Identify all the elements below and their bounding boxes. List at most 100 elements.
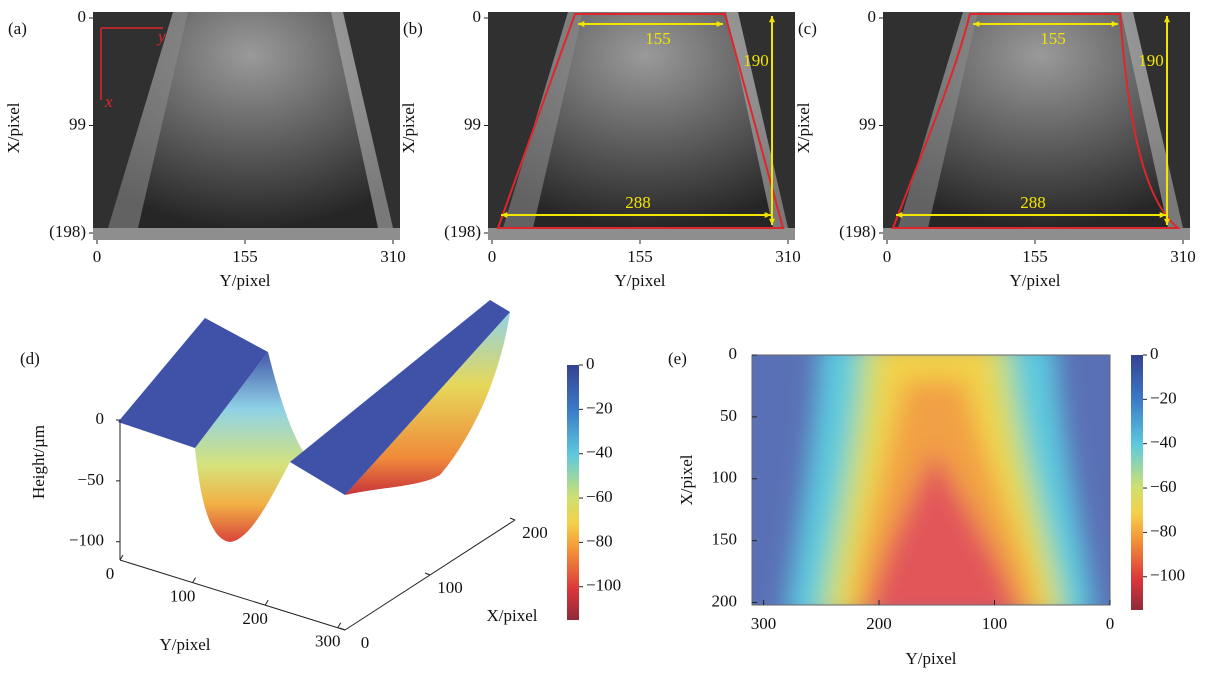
panel-label: (c) (798, 19, 817, 38)
heatmap (786, 355, 1094, 605)
y-tick-label: 50 (720, 406, 737, 425)
colorbar (1131, 355, 1143, 610)
y-tick-label: 0 (868, 7, 877, 26)
z-tick-label: 0 (96, 409, 105, 428)
x-tick-label: 200 (866, 614, 892, 633)
x-axis (119, 559, 346, 631)
x-tick-label: 300 (751, 614, 777, 633)
annotation: 288 (1020, 193, 1046, 212)
groove (503, 12, 788, 228)
y-tick-label: 100 (437, 578, 463, 597)
outline (496, 13, 785, 229)
colorbar-label: 0 (1150, 344, 1159, 363)
outline (891, 13, 1181, 229)
x-tick-label: 155 (232, 247, 258, 266)
y-axis-label: X/pixel (487, 606, 538, 625)
x-tick-label: 0 (488, 247, 497, 266)
sidewall (108, 12, 188, 228)
y-tick-label: 99 (464, 114, 481, 133)
sidewall (503, 12, 583, 228)
y-tick-label: (198) (839, 222, 876, 241)
x-tick-label: 0 (106, 564, 115, 583)
groove (898, 12, 1183, 228)
sidewall (898, 12, 978, 228)
annotation: 288 (625, 193, 651, 212)
x-tick (192, 577, 197, 583)
arrow-head (1163, 218, 1171, 225)
colorbar-label: −100 (1150, 566, 1185, 585)
x-tick-label: 100 (982, 614, 1008, 633)
colorbar-label: −80 (586, 531, 613, 550)
y-axis-label: X/pixel (677, 454, 696, 505)
groove (108, 12, 393, 228)
y-tick-label: 0 (729, 344, 738, 363)
panel-label: (e) (668, 349, 687, 368)
panel-label: (b) (403, 19, 423, 38)
y-axis-label: X/pixel (794, 102, 813, 153)
y-tick-label: 200 (522, 523, 548, 542)
colorbar-label: −20 (586, 398, 613, 417)
sidewall (331, 12, 393, 228)
y-tick (424, 572, 431, 576)
arrow-head (501, 211, 508, 219)
x-tick-label: 155 (1022, 247, 1048, 266)
colorbar-label: −20 (1150, 388, 1177, 407)
surface (118, 318, 268, 448)
annotation: 155 (1040, 29, 1066, 48)
x-axis-label: Y/pixel (160, 635, 211, 654)
arrow-head (1159, 211, 1166, 219)
y-axis-label: X/pixel (4, 102, 23, 153)
z-tick-label: −50 (77, 470, 104, 489)
arrow-head (768, 218, 776, 225)
z-tick-label: −100 (69, 531, 104, 550)
annotation: 190 (743, 51, 769, 70)
arrow-head (768, 16, 776, 23)
heatmap-band (869, 450, 1016, 605)
arrow-head (1111, 20, 1118, 28)
surface (195, 352, 318, 542)
arrow-head (973, 20, 980, 28)
x-tick-label: 200 (242, 609, 268, 628)
y-tick-label: 200 (712, 591, 738, 610)
x-tick (337, 622, 342, 628)
y-tick-label: 0 (361, 633, 370, 652)
x-axis-label: Y/pixel (615, 271, 666, 290)
y-tick-label: (198) (49, 222, 86, 241)
colorbar-label: −60 (586, 487, 613, 506)
arrow-head (764, 211, 771, 219)
colorbar-label: −40 (1150, 433, 1177, 452)
x-tick-label: 310 (1170, 247, 1196, 266)
arrow-head (896, 211, 903, 219)
x-axis-label: Y/pixel (220, 271, 271, 290)
colorbar-label: −80 (1150, 521, 1177, 540)
y-tick-label: 150 (712, 530, 738, 549)
x-tick-label: 0 (1106, 614, 1115, 633)
x-tick-label: 0 (883, 247, 892, 266)
y-tick (509, 517, 516, 521)
heatmap-layers (786, 355, 1094, 605)
arrow-head (578, 20, 585, 28)
y-tick-label: 99 (69, 114, 86, 133)
substrate (883, 228, 1190, 240)
arrow-head (1163, 16, 1171, 23)
colorbar (567, 365, 579, 620)
plot-frame (751, 354, 1111, 606)
x-axis-label: Y/pixel (1010, 271, 1061, 290)
colorbar-label: −60 (1150, 477, 1177, 496)
colorbar-label: −40 (586, 443, 613, 462)
annotation: 190 (1138, 51, 1164, 70)
y-tick-label: 100 (712, 468, 738, 487)
x-tick-label: 0 (93, 247, 102, 266)
panel-label: (d) (20, 349, 40, 368)
x-tick-label: 155 (627, 247, 653, 266)
inset-label: y (156, 27, 166, 46)
z-axis-label: Height/µm (29, 425, 48, 499)
x-tick (119, 554, 124, 561)
x-tick-label: 100 (170, 586, 196, 605)
substrate (93, 228, 400, 240)
colorbar-label: 0 (586, 354, 595, 373)
x-tick-label: 300 (315, 632, 341, 651)
arrow-head (716, 20, 723, 28)
y-axis-label: X/pixel (399, 102, 418, 153)
